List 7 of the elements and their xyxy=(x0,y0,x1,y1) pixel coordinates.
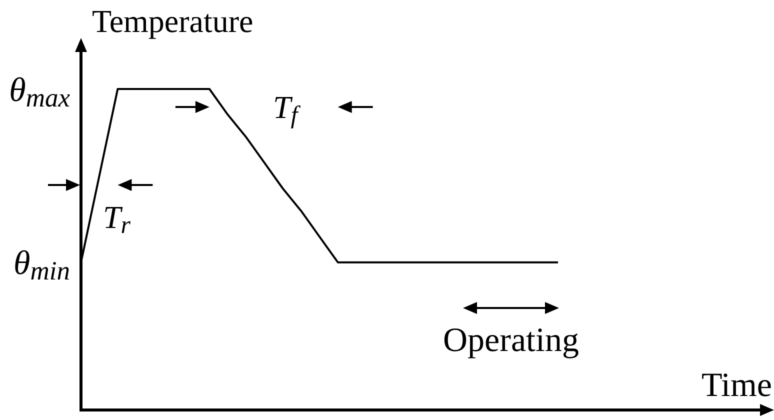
text: θ$_{min}$ xyxy=(14,245,70,286)
annotation: T$_{f}$ xyxy=(273,89,301,130)
y-axis-title: Temperature xyxy=(92,3,254,39)
x-axis-title: Time xyxy=(701,367,772,404)
annotation: T$_{r}$ xyxy=(103,199,131,240)
annotation: Operating xyxy=(443,322,579,359)
text: θ$_{max}$ xyxy=(9,72,70,112)
